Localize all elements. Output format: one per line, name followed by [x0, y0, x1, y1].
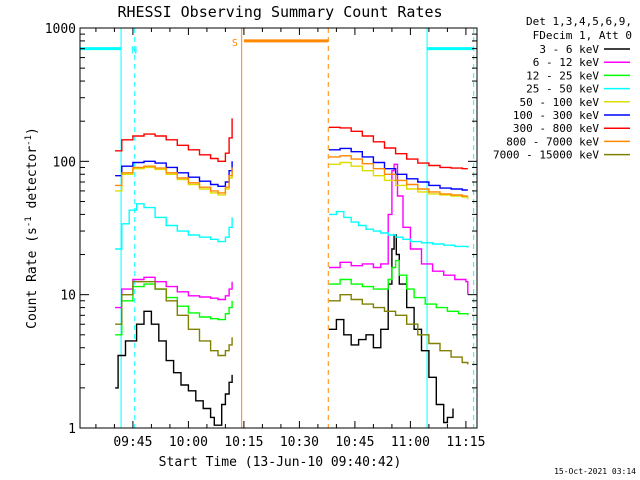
series-3-6-kev-line — [329, 234, 454, 424]
x-tick-label: 09:45 — [113, 435, 152, 450]
y-axis-label: Count Rate (s-1 detector-1) — [24, 127, 40, 329]
legend-300-800-kev-label: 300 - 800 keV — [513, 122, 599, 135]
series-300-800-kev-line — [329, 126, 468, 170]
series-3-6-kev-line — [115, 310, 233, 426]
legend-6-12-kev-label: 6 - 12 keV — [533, 56, 600, 69]
legend-25-50-kev-label: 25 - 50 keV — [526, 83, 599, 96]
series-6-12-kev-line — [329, 163, 469, 295]
flag-s-label: S — [232, 38, 238, 49]
x-axis-label: Start Time (13-Jun-10 09:40:42) — [159, 455, 402, 470]
series-100-300-kev-line — [329, 147, 468, 191]
legend: Det 1,3,4,5,6,9, FDecim 1, Att 0 3 - 6 k… — [493, 15, 632, 162]
axes-layer: 09:45 10:00 10:15 10:30 10:45 11:00 11:15 1 10 10… — [45, 22, 486, 450]
series-12-25-kev-line — [329, 259, 469, 316]
legend-12-25-kev-label: 12 - 25 keV — [526, 69, 599, 82]
plot-frame — [79, 27, 478, 429]
x-tick-label: 10:30 — [280, 435, 319, 450]
obs-bars-layer: NS — [80, 28, 475, 428]
y-tick-label: 1000 — [45, 22, 76, 37]
legend-3-6-kev-label: 3 - 6 keV — [539, 43, 599, 56]
legend-800-7000-kev-label: 800 - 7000 keV — [506, 135, 599, 148]
series-7000-15000-kev-line — [329, 294, 469, 365]
y-tick-label: 10 — [60, 289, 76, 304]
series-25-50-kev-line — [115, 203, 233, 250]
flag-n-label: N — [131, 46, 137, 57]
chart-title: RHESSI Observing Summary Count Rates — [117, 3, 442, 21]
y-tick-label: 100 — [53, 155, 76, 170]
legend-7000-15000-kev-label: 7000 - 15000 keV — [493, 149, 599, 162]
series-25-50-kev-line — [329, 210, 469, 248]
series-800-7000-kev-line — [329, 155, 468, 197]
legend-100-300-kev-label: 100 - 300 keV — [513, 109, 599, 122]
legend-header-line-2: FDecim 1, Att 0 — [533, 29, 632, 42]
y-tick-label: 1 — [68, 422, 76, 437]
series-50-100-kev-line — [329, 161, 469, 200]
series-100-300-kev-line — [115, 160, 233, 187]
legend-header-line-1: Det 1,3,4,5,6,9, — [526, 15, 632, 28]
legend-50-100-kev-label: 50 - 100 keV — [520, 96, 600, 109]
series-300-800-kev-line — [115, 118, 233, 162]
plot-area: NS — [80, 28, 475, 428]
series-7000-15000-kev-line — [115, 281, 233, 357]
x-tick-label: 11:15 — [446, 435, 485, 450]
x-tick-label: 10:00 — [169, 435, 208, 450]
series-layer — [115, 118, 469, 426]
series-6-12-kev-line — [115, 276, 233, 309]
series-12-25-kev-line — [115, 283, 233, 336]
series-800-7000-kev-line — [115, 165, 233, 194]
x-tick-label: 10:15 — [224, 435, 263, 450]
x-tick-label: 10:45 — [335, 435, 374, 450]
x-tick-label: 11:00 — [391, 435, 430, 450]
timestamp: 15-Oct-2021 03:14 — [554, 467, 636, 476]
